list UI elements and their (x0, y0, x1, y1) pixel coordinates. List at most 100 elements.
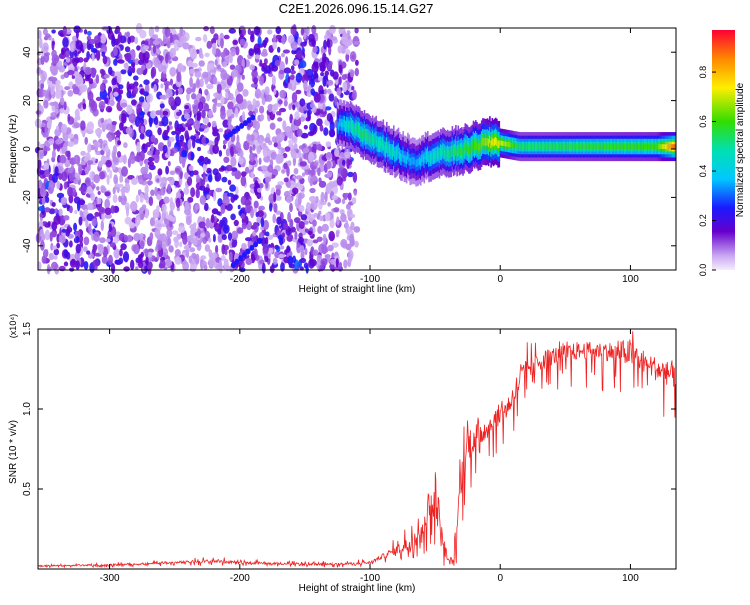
noise-cell (73, 61, 77, 67)
streak-cell (231, 128, 237, 135)
noise-cell (179, 35, 187, 44)
noise-cell (47, 266, 52, 272)
noise-cell (257, 36, 262, 47)
noise-cell (73, 178, 79, 185)
noise-cell (183, 187, 190, 195)
noise-cell (150, 144, 154, 152)
noise-cell (105, 238, 111, 243)
noise-cell (112, 163, 116, 170)
noise-cell (161, 203, 167, 213)
noise-cell (88, 98, 95, 108)
noise-cell (335, 258, 339, 268)
trace-cell (495, 137, 497, 145)
noise-cell (229, 184, 237, 192)
noise-cell (177, 62, 184, 72)
noise-cell (156, 223, 162, 228)
noise-cell (233, 219, 239, 227)
noise-cell (283, 162, 288, 170)
trace-cell (394, 150, 396, 159)
noise-cell (264, 137, 271, 144)
noise-cell (310, 88, 316, 96)
noise-cell (163, 243, 167, 250)
trace-cell (526, 144, 529, 149)
noise-cell (166, 125, 170, 133)
noise-cell (131, 62, 136, 68)
trace-cell (343, 119, 346, 128)
noise-cell (140, 64, 146, 71)
noise-cell (238, 156, 244, 165)
x-tick-label: -100 (360, 274, 380, 285)
noise-cell (56, 242, 60, 249)
noise-cell (290, 65, 295, 71)
noise-cell (167, 183, 172, 195)
noise-cell (86, 213, 94, 222)
noise-cell (316, 118, 323, 127)
noise-cell (331, 242, 339, 248)
noise-cell (230, 47, 236, 57)
trace-cell (601, 144, 604, 149)
noise-cell (165, 165, 170, 175)
noise-cell (67, 69, 75, 76)
trace-cell (625, 144, 627, 149)
trace-cell (354, 126, 356, 135)
noise-cell (196, 228, 201, 239)
noise-cell (126, 206, 129, 217)
noise-cell (290, 123, 295, 132)
noise-cell (91, 52, 95, 62)
noise-cell (55, 139, 62, 145)
trace-cell (341, 122, 344, 131)
noise-cell (162, 144, 168, 154)
trace-cell (450, 150, 452, 158)
noise-cell (62, 37, 69, 48)
noise-cell (165, 259, 173, 267)
trace-cell (444, 149, 447, 157)
noise-cell (192, 83, 197, 90)
trace-cell (595, 144, 598, 149)
noise-cell (243, 140, 250, 151)
noise-cell (109, 99, 115, 107)
noise-cell (107, 107, 112, 113)
noise-cell (48, 173, 54, 182)
noise-cell (87, 186, 93, 195)
trace-cell (511, 142, 513, 148)
noise-cell (338, 64, 343, 74)
trace-cell (572, 144, 574, 149)
noise-cell (281, 169, 286, 174)
noise-cell (214, 59, 218, 66)
noise-cell (150, 189, 155, 197)
trace-cell (618, 144, 620, 149)
noise-cell (231, 230, 239, 240)
noise-cell (286, 233, 294, 242)
noise-cell (154, 78, 159, 84)
noise-cell (322, 75, 327, 87)
snr-y-label: SNR (10 * v/v) (8, 420, 19, 484)
trace-cell (635, 144, 638, 149)
trace-cell (654, 144, 656, 149)
trace-cell (408, 153, 410, 162)
trace-cell (605, 144, 607, 149)
noise-cell (39, 228, 44, 237)
trace-cell (510, 142, 512, 148)
noise-cell (124, 177, 130, 185)
noise-cell (297, 182, 304, 191)
noise-cell (120, 243, 127, 251)
noise-cell (166, 40, 171, 49)
noise-cell (305, 264, 309, 274)
noise-cell (350, 221, 355, 231)
trace-cell (503, 141, 505, 146)
noise-cell (230, 146, 235, 158)
trace-cell (370, 137, 373, 145)
noise-cell (140, 213, 145, 221)
noise-cell (140, 125, 145, 134)
noise-cell (124, 46, 131, 53)
noise-cell (133, 233, 141, 242)
noise-cell (223, 156, 230, 163)
noise-cell (131, 177, 138, 185)
noise-cell (299, 245, 305, 253)
noise-cell (129, 154, 136, 164)
noise-cell (315, 32, 319, 42)
noise-cell (185, 247, 190, 259)
noise-cell (147, 161, 155, 167)
trace-cell (602, 144, 605, 149)
noise-cell (345, 219, 349, 231)
